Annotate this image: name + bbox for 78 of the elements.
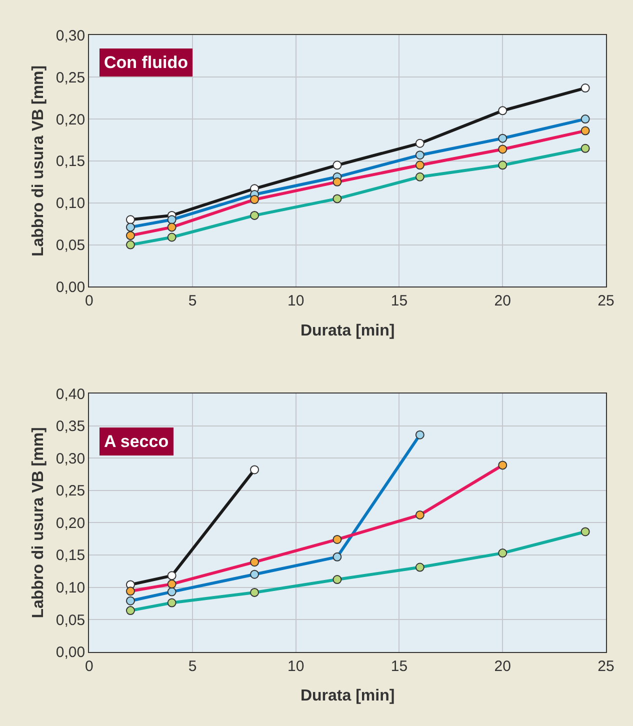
y-tick-label: 0,15 [56, 153, 86, 170]
point [250, 465, 260, 474]
point [126, 606, 135, 616]
point [415, 150, 424, 160]
x-tick-label: 15 [390, 658, 408, 675]
text: A secco [104, 432, 169, 451]
point [332, 575, 342, 584]
y-tick-label: 0,30 [56, 27, 86, 44]
y-tick-label: 0,10 [56, 195, 86, 212]
x-tick-label: 25 [598, 658, 614, 675]
point [415, 160, 424, 170]
point [167, 222, 176, 232]
x-tick-label: 5 [188, 292, 197, 310]
y-tick-label: 0,05 [56, 612, 86, 629]
text: Con fluido [104, 53, 188, 72]
x-axis-title: Durata [min] [300, 688, 395, 705]
point [415, 562, 424, 572]
point [126, 240, 135, 250]
x-axis-title: Durata [min] [300, 322, 395, 340]
x-tick-label: 0 [84, 658, 94, 675]
y-axis-title: Labbro di usura VB [mm] [30, 65, 47, 257]
point [250, 558, 260, 567]
point [580, 114, 590, 124]
x-tick-label: 20 [494, 292, 511, 310]
point [167, 571, 176, 580]
point [126, 596, 135, 606]
y-tick-label: 0,25 [56, 482, 86, 500]
x-tick-label: 10 [288, 292, 304, 310]
y-tick-label: 0,10 [56, 580, 86, 597]
y-tick-label: 0,00 [56, 644, 86, 662]
point [498, 460, 508, 470]
point [332, 177, 342, 186]
point [126, 586, 135, 596]
point [250, 195, 260, 204]
point [415, 430, 424, 440]
x-tick-label: 15 [390, 292, 408, 310]
y-axis-title: Labbro di usura VB [mm] [30, 427, 47, 618]
point [498, 106, 508, 116]
x-tick-label: 0 [84, 292, 94, 310]
point [332, 194, 342, 204]
point [332, 534, 342, 544]
point [126, 215, 135, 224]
point [580, 144, 590, 153]
point [415, 510, 424, 520]
y-tick-label: 0,35 [56, 418, 86, 436]
point [580, 126, 590, 136]
point [498, 144, 508, 154]
y-tick-label: 0,20 [56, 514, 86, 532]
x-tick-label: 20 [494, 658, 511, 675]
point [498, 548, 508, 558]
y-tick-label: 0,00 [56, 278, 86, 296]
y-tick-label: 0,05 [56, 237, 86, 254]
point [498, 134, 508, 143]
point [332, 552, 342, 562]
point [167, 232, 176, 242]
x-tick-label: 25 [598, 292, 614, 310]
y-tick-label: 0,30 [56, 450, 86, 468]
point [167, 587, 176, 596]
point [580, 527, 590, 536]
point [250, 570, 260, 579]
point [498, 160, 508, 170]
y-tick-label: 0,20 [56, 111, 86, 128]
x-tick-label: 5 [188, 658, 197, 675]
point [580, 84, 590, 93]
point [250, 588, 260, 597]
point [167, 598, 176, 608]
point [332, 160, 342, 170]
point [126, 222, 135, 232]
y-tick-label: 0,25 [56, 69, 86, 86]
point [415, 138, 424, 148]
x-tick-label: 10 [288, 658, 304, 675]
y-tick-label: 0,15 [56, 547, 86, 564]
point [250, 210, 260, 220]
point [126, 231, 135, 240]
point [167, 580, 176, 589]
y-tick-label: 0,40 [56, 386, 86, 403]
point [415, 172, 424, 182]
point [167, 215, 176, 224]
